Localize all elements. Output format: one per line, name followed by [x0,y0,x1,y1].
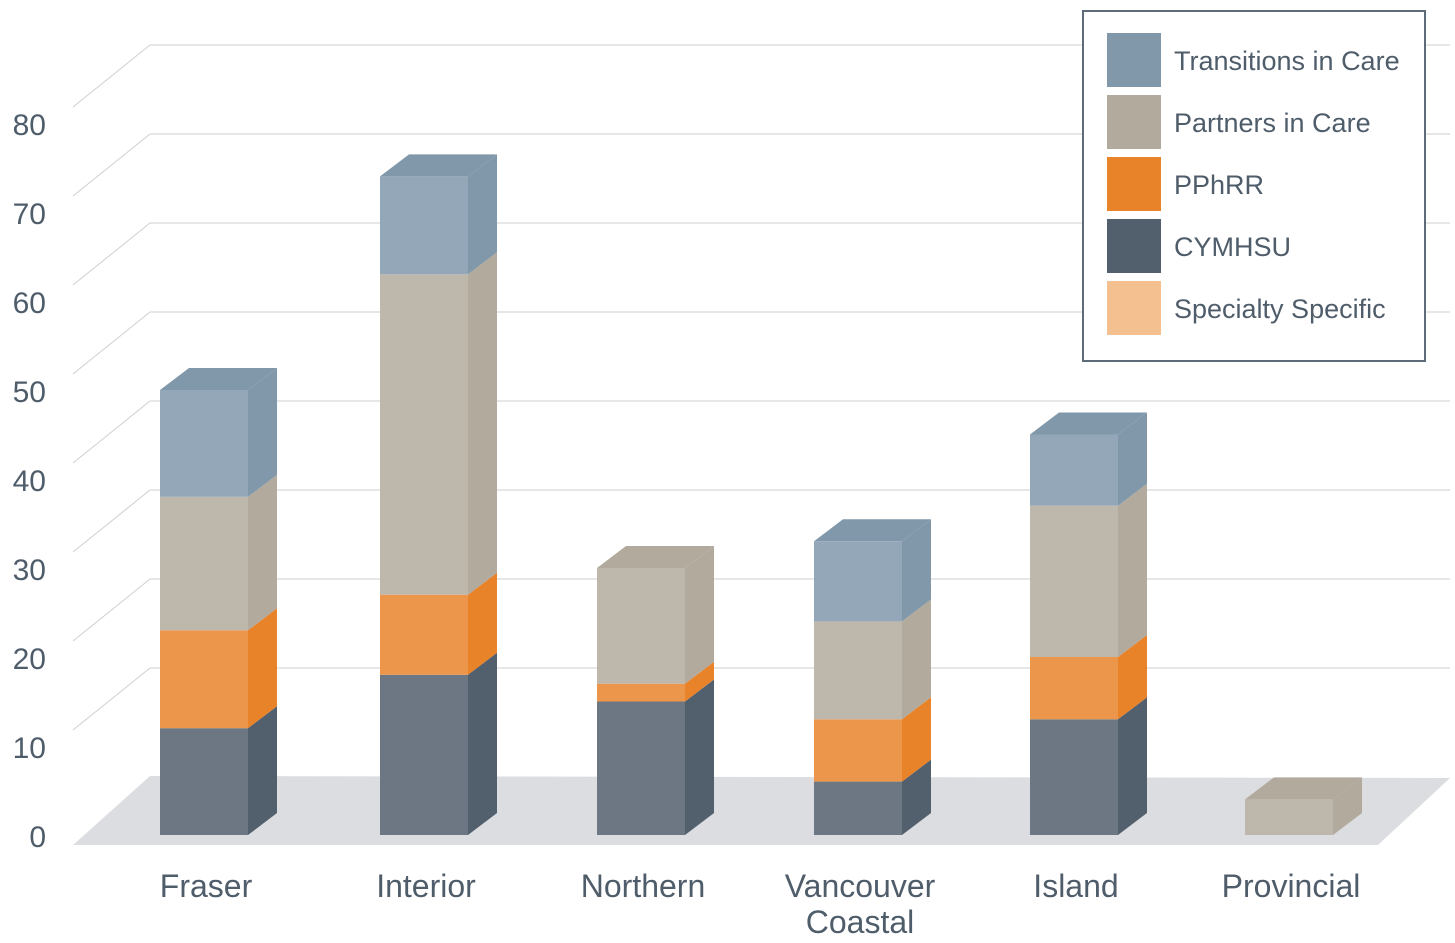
bar-segment-side [685,679,714,835]
bar-segment [160,630,248,729]
bar-segment-side [1333,777,1362,835]
bar-segment-side [248,368,277,497]
x-tick-label: Island [1033,868,1118,904]
legend-swatch [1107,95,1161,149]
bar-segment [1245,799,1333,835]
bar-segment [1030,434,1118,506]
bar-segment [1030,657,1118,720]
bar-segment [597,701,685,835]
bar-segment [1030,719,1118,835]
bar-segment-side [468,252,497,595]
bar-segment-side [685,661,714,702]
x-tick-label: Provincial [1222,868,1361,904]
bar-stack [1245,777,1362,835]
y-tick-label: 0 [29,821,46,854]
gridline-side [72,489,151,553]
bar-segment-side [902,759,931,835]
bars [160,154,1362,835]
gridline-side [72,44,151,108]
bar-segment-side [468,154,497,275]
gridline-side [72,222,151,286]
x-tick-label: Northern [581,868,706,904]
bar-segment [1030,505,1118,657]
legend-label: Transitions in Care [1174,46,1400,76]
bar-segment-side [902,697,931,782]
gridline-side [72,667,151,731]
bar-segment-side [248,608,277,729]
gridline-side [72,133,151,197]
x-axis-labels: Fraser Interior Northern Vancouver Coastal Is… [160,868,1361,940]
legend-swatch [1107,157,1161,211]
y-tick-label: 60 [13,287,46,320]
bar-segment [380,176,468,275]
legend: Transitions in Care Partners in Care PPhRR… [1082,10,1426,362]
legend-label: PPhRR [1174,170,1264,200]
bar-segment-side [902,519,931,622]
bar-top-face [1245,777,1362,800]
y-tick-label: 50 [13,376,46,409]
gridline-side [72,400,151,464]
bar-segment-side [1118,483,1147,657]
bar-segment [597,568,685,684]
bar-segment-side [248,474,277,631]
legend-swatch [1107,219,1161,273]
bar-top-face [160,368,277,390]
bar-top-face [380,154,497,177]
y-tick-label: 80 [13,109,46,142]
bar-segment [597,683,685,702]
y-tick-label: 30 [13,554,46,587]
bar-segment-side [468,572,497,675]
bar-segment [814,621,902,720]
bar-segment [380,274,468,595]
bar-stack [597,546,714,835]
legend-swatch [1107,33,1161,87]
bar-segment [160,728,248,835]
bar-segment-side [1118,697,1147,835]
bar-segment [814,541,902,622]
bar-segment [814,781,902,835]
chart-floor [73,776,1450,845]
legend-label: Partners in Care [1174,108,1371,138]
bar-segment-side [1118,635,1147,720]
bar-stack [160,368,277,835]
gridline-side [72,578,151,642]
y-tick-label: 40 [13,465,46,498]
legend-label: CYMHSU [1174,232,1291,262]
bar-segment-side [902,599,931,720]
x-tick-label: Fraser [160,868,253,904]
bar-segment-side [468,652,497,835]
bar-stack [814,519,931,835]
x-tick-label: Interior [376,868,476,904]
gridline-side [72,311,151,375]
bar-stack [1030,412,1147,835]
bar-segment [380,594,468,675]
bar-top-face [597,546,714,568]
y-tick-label: 20 [13,643,46,676]
y-axis-ticks: 0 10 20 30 40 50 60 70 80 [13,109,46,854]
x-tick-label: Vancouver Coastal [785,868,936,938]
bar-stack [380,154,497,835]
bar-segment-side [248,706,277,835]
bar-segment [380,674,468,835]
bar-segment [160,390,248,497]
bar-segment [160,496,248,631]
y-tick-label: 70 [13,198,46,231]
bar-segment-side [1118,412,1147,506]
floor-plane [73,776,1450,845]
y-tick-label: 10 [13,732,46,765]
legend-label: Specialty Specific [1174,294,1386,324]
legend-swatch [1107,281,1161,335]
bar-top-face [814,519,931,542]
bar-segment-side [685,546,714,684]
bar-segment [814,719,902,782]
bar-top-face [1030,412,1147,435]
